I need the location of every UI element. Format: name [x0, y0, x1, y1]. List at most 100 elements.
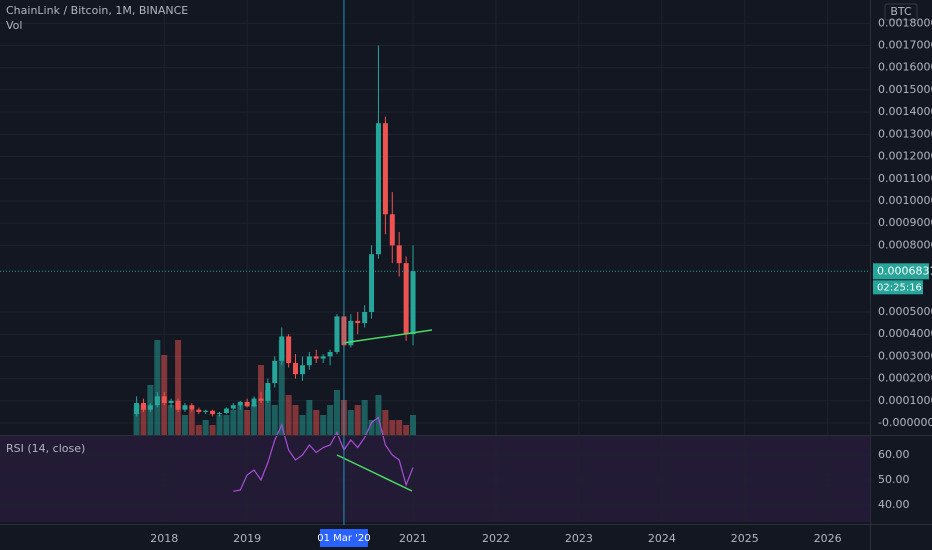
x-tick-label: 2025	[731, 532, 759, 545]
candle-body	[375, 123, 381, 255]
candle-body	[203, 410, 209, 412]
crosshair-badge	[319, 529, 368, 547]
candle-body	[161, 396, 167, 404]
candle-body	[396, 245, 402, 264]
volume-bar	[223, 415, 230, 435]
volume-bar	[375, 395, 382, 435]
candle-body	[258, 398, 264, 401]
candle-body	[175, 400, 181, 410]
volume-bar	[154, 340, 161, 435]
trend-line	[342, 329, 433, 344]
volume-bar	[195, 425, 202, 435]
candle-body	[251, 398, 257, 407]
candle-body	[306, 356, 312, 366]
x-tick-label: 2023	[565, 532, 593, 545]
candle-body	[223, 408, 229, 414]
volume-bar	[403, 425, 410, 435]
y-tick-label: 40.00	[878, 498, 910, 511]
y-tick-label: 60.00	[878, 448, 910, 461]
volume-bar	[188, 410, 195, 435]
volume-legend: Vol	[6, 19, 22, 32]
y-tick-label: 0.00120000	[878, 150, 932, 163]
volume-bar	[264, 390, 271, 435]
volume-bar	[361, 400, 368, 435]
volume-bar	[382, 410, 389, 435]
countdown-badge	[873, 280, 923, 295]
candle-body	[299, 365, 305, 375]
volume-bar	[181, 415, 188, 435]
marks	[0, 45, 870, 492]
y-tick-label: -0.00000000	[878, 416, 932, 429]
candle-body	[217, 413, 223, 415]
volume-bar	[327, 405, 334, 435]
y-tick-label: 0.00150000	[878, 83, 932, 96]
x-tick-label: 2024	[648, 532, 676, 545]
y-tick-label: 0.00080000	[878, 238, 932, 251]
candle-body	[134, 403, 140, 415]
volume-bar	[278, 340, 285, 435]
candle-body	[286, 336, 292, 364]
volume-bar	[410, 415, 417, 435]
volume-bar	[313, 410, 320, 435]
candle-body	[410, 271, 416, 335]
candle-body	[168, 400, 174, 404]
x-tick-label: 2021	[399, 532, 427, 545]
volume-bar	[216, 415, 223, 435]
crosshair-label: 01 Mar '20	[317, 533, 370, 544]
volume-bar	[306, 400, 313, 435]
volume-bar	[333, 390, 340, 435]
candle-body	[210, 410, 216, 415]
candle-body	[147, 405, 153, 410]
volume-bar	[368, 420, 375, 435]
rsi-pane	[0, 436, 870, 522]
x-tick-label: 2026	[814, 532, 842, 545]
candle-body	[313, 356, 319, 359]
volume-bar	[347, 410, 354, 435]
volume-bar	[251, 405, 258, 435]
candle-body	[182, 405, 188, 410]
candle-body	[348, 320, 354, 346]
candle-body	[154, 396, 160, 406]
y-tick-label: 0.00010000	[878, 394, 932, 407]
y-tick-label: 0.00050000	[878, 305, 932, 318]
volume-bar	[244, 410, 251, 435]
volume-bar	[320, 415, 327, 435]
volume-bar	[209, 425, 216, 435]
last-price-label: 0.00068317	[877, 264, 932, 277]
volume-bar	[292, 405, 299, 435]
candle-body	[237, 401, 243, 406]
currency: BTC	[890, 5, 912, 18]
candle-body	[244, 401, 250, 407]
y-tick-label: 0.00160000	[878, 61, 932, 74]
candle-body	[362, 311, 368, 324]
y-tick-label: 0.00180000	[878, 16, 932, 29]
candle-body	[272, 360, 278, 384]
y-tick-label: 0.00170000	[878, 39, 932, 52]
volume-bar	[354, 405, 361, 435]
candle-body	[355, 320, 361, 324]
candle-body	[140, 403, 146, 410]
rsi-trend-line	[336, 454, 413, 492]
y-tick-label: 0.00100000	[878, 194, 932, 207]
rsi-title: RSI (14, close)	[6, 442, 85, 455]
candle-body	[382, 123, 388, 215]
candle-body	[334, 316, 340, 352]
last-price-badge	[873, 263, 929, 280]
volume-bar	[396, 420, 403, 435]
y-tick-label: 0.00020000	[878, 372, 932, 385]
volume-bar	[299, 415, 306, 435]
volume-bar	[271, 405, 278, 435]
currency-badge[interactable]	[884, 3, 918, 21]
volume-bar	[175, 340, 182, 435]
y-tick-label: 0.00030000	[878, 349, 932, 362]
volume-bar	[168, 405, 175, 435]
candle-body	[369, 254, 375, 312]
y-tick-label: 0.00140000	[878, 105, 932, 118]
volume-bar	[285, 395, 292, 435]
y-tick-label: 50.00	[878, 473, 910, 486]
volume-bar	[202, 420, 209, 435]
x-tick-label: 2018	[150, 532, 178, 545]
volume-bar	[237, 405, 244, 435]
candle-body	[189, 405, 195, 410]
y-tick-label: 0.00130000	[878, 127, 932, 140]
